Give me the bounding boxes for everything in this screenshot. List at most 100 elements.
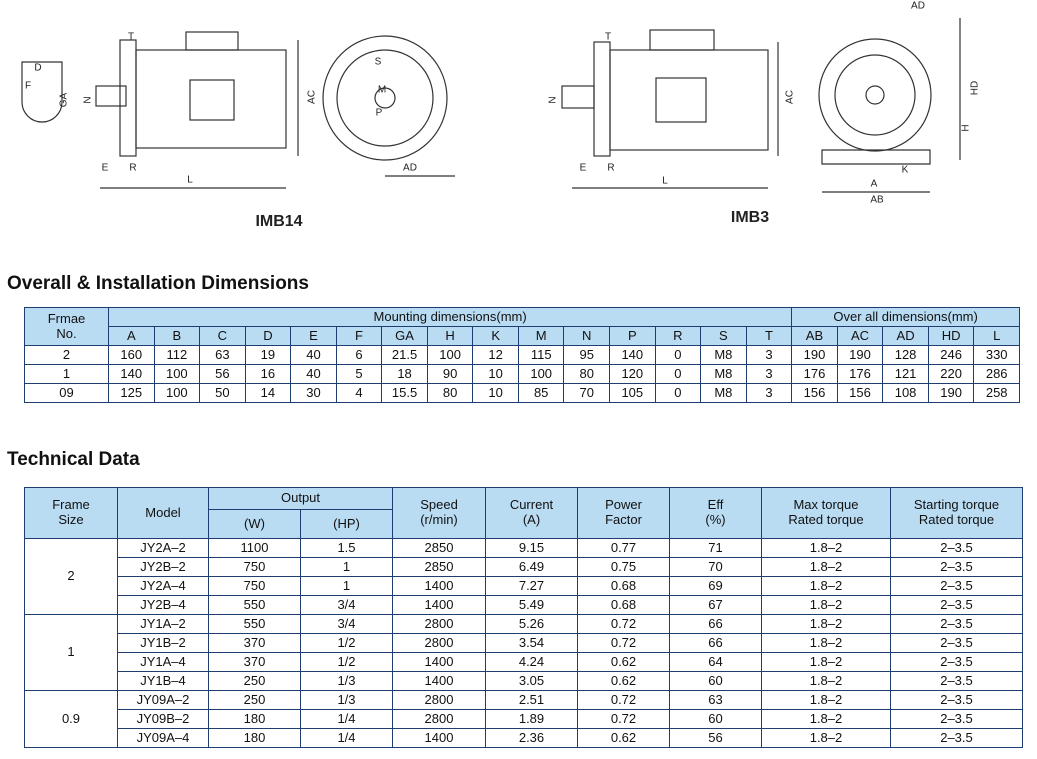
cell: 1.8–2 [761,595,891,615]
cell: 250 [208,671,301,691]
header-cell: Current (A) [485,487,578,539]
header-cell: H [426,326,474,346]
cell: 2850 [392,538,486,558]
cell: 125 [108,383,155,403]
header-cell: R [654,326,702,346]
header-cell: AD [882,326,929,346]
shaft-end [374,87,396,109]
cell: 1.5 [300,538,393,558]
end-view-inner [834,54,916,136]
caption: IMB14 [255,213,302,230]
cell: 60 [669,709,762,729]
label: M [378,85,386,96]
cell: 0 [654,383,702,403]
cell: 115 [517,345,565,365]
cell: 2–3.5 [890,652,1023,672]
cell: 63 [199,345,246,365]
data-row: JY09B–2 180 1/4 2800 1.89 0.72 60 1.8–2 2–3.5 [25,709,1023,729]
cell: 0.68 [577,595,670,615]
cell: 2800 [392,709,486,729]
cell: JY2A–2 [117,538,209,558]
cell: 105 [609,383,656,403]
cell: 176 [791,364,838,384]
header-cell: F [335,326,383,346]
cell: 0.75 [577,557,670,577]
cell: JY09B–2 [117,709,209,729]
label: K [902,165,909,176]
data-row: JY1A–4 370 1/2 1400 4.24 0.62 64 1.8–2 2–3.5 [25,652,1023,672]
cell: 190 [836,345,884,365]
cell: M8 [700,345,747,365]
cell: 3 [745,383,793,403]
header-row: Frmae No. Mounting dimensions(mm) Over all … [24,307,1020,346]
cell: 40 [290,345,337,365]
cell: 100 [153,364,201,384]
cell: 750 [208,557,301,577]
end-view [322,35,448,161]
cell: 1.89 [485,709,578,729]
cell: 2–3.5 [890,538,1023,558]
cell: 2–3.5 [890,728,1023,748]
cell: JY2B–2 [117,557,209,577]
cell: 66 [669,614,762,634]
label: R [129,163,136,174]
cell: 1.8–2 [761,557,891,577]
header-cell: Output [208,487,393,510]
cell: 286 [973,364,1020,384]
motor-body [609,49,769,151]
cell: 100 [426,345,474,365]
cell: 16 [244,364,292,384]
end-view [818,38,932,152]
drawings: T D F GA N AC E R L AD S M P IMB14 T N A… [21,1,981,230]
cell: 1/2 [300,633,393,653]
terminal-box [189,79,235,121]
capacitor [649,29,715,51]
cell: 95 [563,345,611,365]
cell: 1/4 [300,709,393,729]
cell: 50 [199,383,246,403]
label: L [662,176,668,187]
cell: 2–3.5 [890,690,1023,710]
header-line: No. [56,325,77,341]
cell: 90 [426,364,474,384]
cell: 108 [882,383,929,403]
cell: 190 [927,383,975,403]
header-line: Eff [707,497,724,513]
cell: 21.5 [381,345,428,365]
label: S [375,57,382,68]
cell: 15.5 [381,383,428,403]
cell: 0.72 [577,633,670,653]
header-line: Frmae [47,310,86,326]
header-cell: Model [117,487,209,539]
cell: 12 [472,345,519,365]
cell: 2.36 [485,728,578,748]
header-line: Current [509,497,554,513]
flange [593,41,611,157]
cell: 63 [669,690,762,710]
cell: 1.8–2 [761,709,891,729]
header-cell: N [563,326,611,346]
label: T [605,32,611,43]
header-cell: Over all dimensions(mm) [791,307,1020,327]
cell: 330 [973,345,1020,365]
header-cell: K [472,326,519,346]
cell: 160 [108,345,155,365]
header-cell: Frmae No. [24,307,109,346]
cell: 80 [426,383,474,403]
cell: 100 [517,364,565,384]
header-cell: Mounting dimensions(mm) [107,307,793,327]
header-cell: C [199,326,246,346]
header-cell: B [153,326,201,346]
section-title: Technical Data [7,449,140,470]
cell: JY1A–2 [117,614,209,634]
cell: JY1B–4 [117,671,209,691]
label: E [102,163,109,174]
cell: 4 [335,383,383,403]
cell: 156 [836,383,884,403]
data-row: JY2B–4 550 3/4 1400 5.49 0.68 67 1.8–2 2–3.5 [25,595,1023,615]
cell: 0 [654,345,702,365]
cell: 0.72 [577,614,670,634]
cell: 121 [882,364,929,384]
cell: 3.54 [485,633,578,653]
cell: 140 [609,345,656,365]
